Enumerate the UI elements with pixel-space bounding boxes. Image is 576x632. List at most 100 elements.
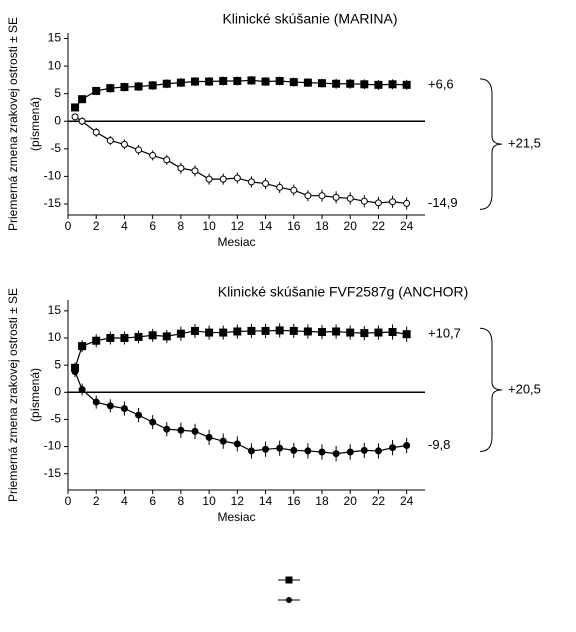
x-axis-label: Mesiac	[217, 235, 255, 249]
data-point	[304, 192, 312, 200]
data-point	[360, 329, 369, 338]
data-point	[219, 175, 227, 183]
x-tick-label: 20	[344, 494, 358, 508]
data-point	[149, 418, 157, 426]
y-tick-label: -15	[44, 466, 62, 480]
y-tick-label: 5	[54, 357, 61, 371]
data-point	[275, 326, 284, 335]
data-point	[219, 328, 228, 337]
data-point	[71, 368, 79, 376]
x-tick-label: 12	[231, 494, 245, 508]
data-point	[317, 79, 326, 88]
data-point	[247, 76, 256, 85]
data-point	[233, 440, 241, 448]
data-point	[177, 426, 185, 434]
x-tick-label: 16	[287, 219, 301, 233]
data-point	[135, 411, 143, 419]
data-point	[332, 327, 341, 336]
data-point	[360, 80, 369, 89]
y-axis-label: (písmená)	[28, 97, 42, 151]
data-point	[120, 405, 128, 413]
data-point	[233, 174, 241, 182]
data-point	[163, 425, 171, 433]
data-point	[177, 164, 185, 172]
x-tick-label: 2	[93, 219, 100, 233]
data-point	[374, 328, 383, 337]
data-point	[360, 446, 368, 454]
legend-symbol	[285, 576, 293, 584]
data-point	[162, 332, 171, 341]
end-label: +10,7	[428, 326, 461, 341]
data-point	[78, 386, 86, 394]
data-point	[261, 326, 270, 335]
data-point	[304, 447, 312, 455]
series-line	[74, 116, 407, 205]
data-point	[247, 447, 255, 455]
data-point	[262, 180, 270, 188]
data-point	[275, 76, 284, 85]
brace	[479, 327, 503, 452]
difference-label: +21,5	[508, 136, 541, 151]
chart-title: Klinické skúšanie (MARINA)	[222, 11, 397, 27]
y-tick-label: -10	[44, 439, 62, 453]
y-axis-label: Priemerná zmena zrakovej ostrosti ± SE	[6, 17, 20, 231]
data-point	[205, 328, 214, 337]
x-tick-label: 2	[93, 494, 100, 508]
x-tick-label: 10	[202, 219, 216, 233]
data-point	[332, 79, 341, 88]
data-point	[403, 441, 411, 449]
data-point	[120, 140, 128, 148]
x-tick-label: 0	[65, 219, 72, 233]
x-tick-label: 6	[149, 219, 156, 233]
y-tick-label: 10	[48, 58, 62, 72]
data-point	[332, 450, 340, 458]
y-tick-label: 10	[48, 330, 62, 344]
data-point	[388, 80, 397, 89]
data-point	[360, 197, 368, 205]
x-axis-label: Mesiac	[217, 510, 255, 524]
data-point	[176, 78, 185, 87]
data-point	[289, 326, 298, 335]
data-point	[276, 183, 284, 191]
data-point	[190, 77, 199, 86]
data-point	[303, 78, 312, 87]
difference-label: +20,5	[508, 381, 541, 396]
y-tick-label: 15	[48, 303, 62, 317]
data-point	[78, 342, 87, 351]
x-tick-label: 24	[400, 219, 414, 233]
x-tick-label: 14	[259, 494, 273, 508]
x-tick-label: 16	[287, 494, 301, 508]
chart-title: Klinické skúšanie FVF2587g (ANCHOR)	[218, 284, 469, 300]
data-point	[233, 76, 242, 85]
x-tick-label: 24	[400, 494, 414, 508]
y-tick-label: 0	[54, 384, 61, 398]
data-point	[346, 448, 354, 456]
data-point	[303, 327, 312, 336]
data-point	[71, 113, 79, 121]
y-tick-label: -10	[44, 169, 62, 183]
data-point	[163, 156, 171, 164]
y-tick-label: 15	[48, 31, 62, 45]
data-point	[276, 444, 284, 452]
data-point	[191, 427, 199, 435]
data-point	[332, 193, 340, 201]
end-label: -9,8	[428, 437, 450, 452]
x-tick-label: 18	[315, 494, 329, 508]
data-point	[290, 186, 298, 194]
data-point	[191, 167, 199, 175]
x-tick-label: 18	[315, 219, 329, 233]
data-point	[389, 198, 397, 206]
data-point	[106, 402, 114, 410]
end-label: +6,6	[428, 76, 454, 91]
data-point	[120, 83, 129, 92]
data-point	[346, 79, 355, 88]
data-point	[134, 332, 143, 341]
y-tick-label: 5	[54, 86, 61, 100]
y-tick-label: -5	[50, 412, 61, 426]
x-tick-label: 22	[372, 494, 386, 508]
data-point	[247, 326, 256, 335]
data-point	[317, 328, 326, 337]
data-point	[205, 175, 213, 183]
x-tick-label: 0	[65, 494, 72, 508]
